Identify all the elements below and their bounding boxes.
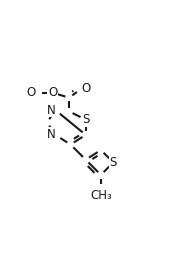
Text: N: N [47,128,55,142]
Text: S: S [82,113,89,126]
Text: N: N [47,103,55,116]
Text: O: O [48,86,57,99]
Text: O: O [27,86,36,99]
Text: O: O [82,82,91,95]
Text: S: S [110,156,117,169]
Text: CH₃: CH₃ [90,189,112,202]
